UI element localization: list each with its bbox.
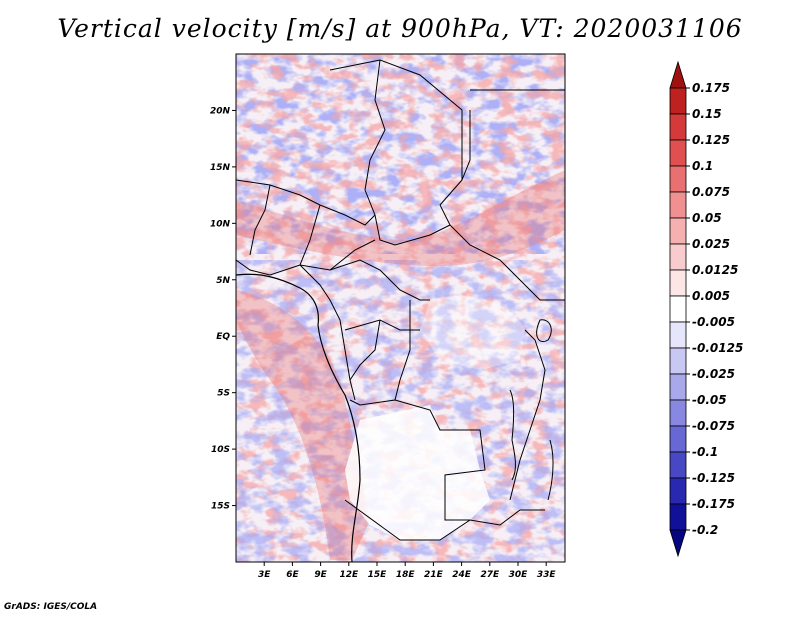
colorbar-swatch — [669, 321, 687, 349]
colorbar-swatch — [669, 373, 687, 401]
colorbar-label: 0.175 — [692, 81, 730, 95]
lake-victoria — [536, 319, 552, 343]
colorbar-swatch — [669, 139, 687, 167]
coastline — [236, 273, 361, 562]
colorbar-swatch — [669, 191, 687, 219]
x-tick-label: 30E — [509, 570, 529, 580]
colorbar-label: 0.05 — [692, 211, 722, 225]
x-tick-label: 18E — [396, 570, 416, 580]
y-tick-label: 10N — [210, 219, 231, 229]
colorbar-label: -0.1 — [692, 445, 718, 459]
colorbar-swatch — [669, 269, 687, 297]
colorbar-label: -0.175 — [692, 497, 735, 511]
colorbar-label: 0.0125 — [692, 263, 738, 277]
chart-title: Vertical velocity [m/s] at 900hPa, VT: 2… — [57, 14, 743, 43]
colorbar-swatch — [669, 425, 687, 453]
y-tick-label: 15N — [210, 163, 231, 173]
colorbar-swatch — [669, 347, 687, 375]
colorbar-swatch — [669, 503, 687, 531]
y-tick-label: 10S — [211, 445, 230, 455]
y-tick-label: 5N — [216, 276, 230, 286]
colorbar-swatch — [669, 399, 687, 427]
country-boundaries — [236, 59, 565, 541]
colorbar-swatch — [669, 165, 687, 193]
colorbar-label: 0.075 — [692, 185, 730, 199]
colorbar-swatch — [669, 529, 687, 558]
colorbar-swatch — [669, 217, 687, 245]
y-axis: 20N 15N 10N 5N EQ 5S 10S 15S — [210, 106, 236, 512]
x-tick-label: 33E — [537, 570, 557, 580]
colorbar-swatch — [669, 477, 687, 505]
y-tick-label: EQ — [216, 332, 230, 342]
x-tick-label: 27E — [480, 570, 500, 580]
colorbar-label: -0.05 — [692, 393, 727, 407]
colorbar-label: 0.1 — [692, 159, 713, 173]
map-frame — [235, 53, 566, 563]
x-tick-label: 6E — [286, 570, 299, 580]
x-axis: 3E 6E 9E 12E 15E 18E 21E 24E 27E 30E 33E — [258, 562, 556, 580]
colorbar-swatch — [669, 87, 687, 115]
y-tick-label: 15S — [211, 502, 230, 512]
colorbar-label: -0.025 — [692, 367, 735, 381]
colorbar-swatch — [669, 451, 687, 479]
velocity-field — [236, 54, 565, 562]
x-tick-label: 9E — [314, 570, 327, 580]
colorbar-label: 0.005 — [692, 289, 730, 303]
lake-tanganyika — [509, 389, 516, 481]
colorbar-swatch — [669, 113, 687, 141]
colorbar-label: -0.075 — [692, 419, 735, 433]
colorbar-swatch — [669, 295, 687, 323]
colorbar-label: -0.125 — [692, 471, 735, 485]
y-tick-label: 20N — [210, 106, 231, 116]
grads-credit: GrADS: IGES/COLA — [4, 602, 98, 612]
y-tick-label: 5S — [217, 389, 230, 399]
colorbar-label: 0.025 — [692, 237, 730, 251]
colorbar-swatch — [669, 243, 687, 271]
x-tick-label: 24E — [452, 570, 472, 580]
colorbar-label: -0.0125 — [692, 341, 743, 355]
x-tick-label: 12E — [339, 570, 359, 580]
colorbar: 0.175 0.15 0.125 0.1 0.075 0.05 0.025 0.0125 0.0… — [669, 60, 743, 558]
colorbar-label: -0.005 — [692, 315, 735, 329]
lake-malawi — [547, 439, 554, 501]
colorbar-label: 0.125 — [692, 133, 730, 147]
x-tick-label: 3E — [258, 570, 271, 580]
colorbar-label: 0.15 — [692, 107, 722, 121]
x-tick-label: 21E — [424, 570, 444, 580]
colorbar-label: -0.2 — [692, 523, 718, 537]
x-tick-label: 15E — [368, 570, 388, 580]
colorbar-swatch — [669, 60, 687, 89]
